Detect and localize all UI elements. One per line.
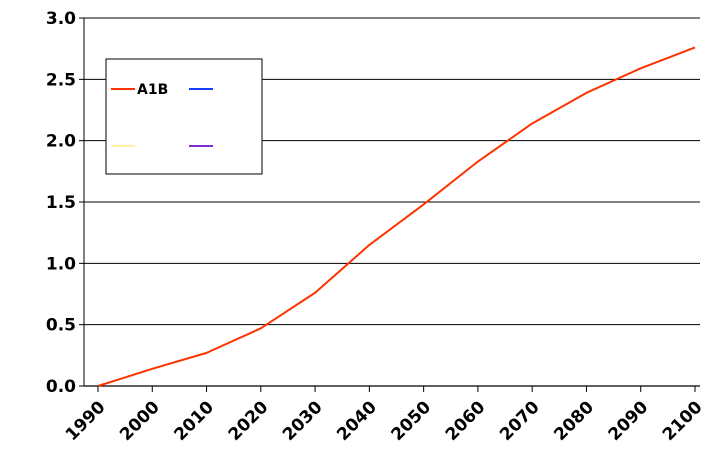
x-tick-label: 2050 (388, 397, 436, 445)
legend-box (105, 58, 263, 175)
x-tick-label: 2030 (279, 397, 327, 445)
x-tick-label: 2040 (333, 397, 381, 445)
x-tick-label: 1990 (62, 397, 110, 445)
x-tick-label: 2000 (116, 397, 164, 445)
y-tick-label: 3.0 (46, 9, 76, 29)
legend-label: A1B (137, 82, 168, 98)
series-line-a1b (97, 46, 696, 387)
x-tick-label: 2100 (659, 397, 707, 445)
x-tick-label: 2080 (550, 397, 598, 445)
series-lines (97, 46, 696, 387)
x-tick-label: 2010 (170, 397, 218, 445)
y-axis-ticks: 0.0 0.5 1.0 1.5 2.0 2.5 3.0 (46, 9, 84, 397)
x-tick-label: 2070 (496, 397, 544, 445)
y-tick-label: 0.0 (46, 377, 76, 397)
y-tick-label: 2.0 (46, 132, 76, 152)
y-tick-label: 1.5 (46, 193, 76, 213)
x-tick-label: 2090 (605, 397, 653, 445)
x-axis-ticks: 1990 2000 2010 2020 2030 2040 2050 2060 2070 2080… (62, 386, 707, 445)
y-tick-label: 0.5 (46, 316, 76, 336)
legend: A1B (105, 58, 263, 175)
y-tick-label: 1.0 (46, 254, 76, 274)
y-tick-label: 2.5 (46, 70, 76, 90)
x-tick-label: 2060 (442, 397, 490, 445)
x-tick-label: 2020 (225, 397, 273, 445)
